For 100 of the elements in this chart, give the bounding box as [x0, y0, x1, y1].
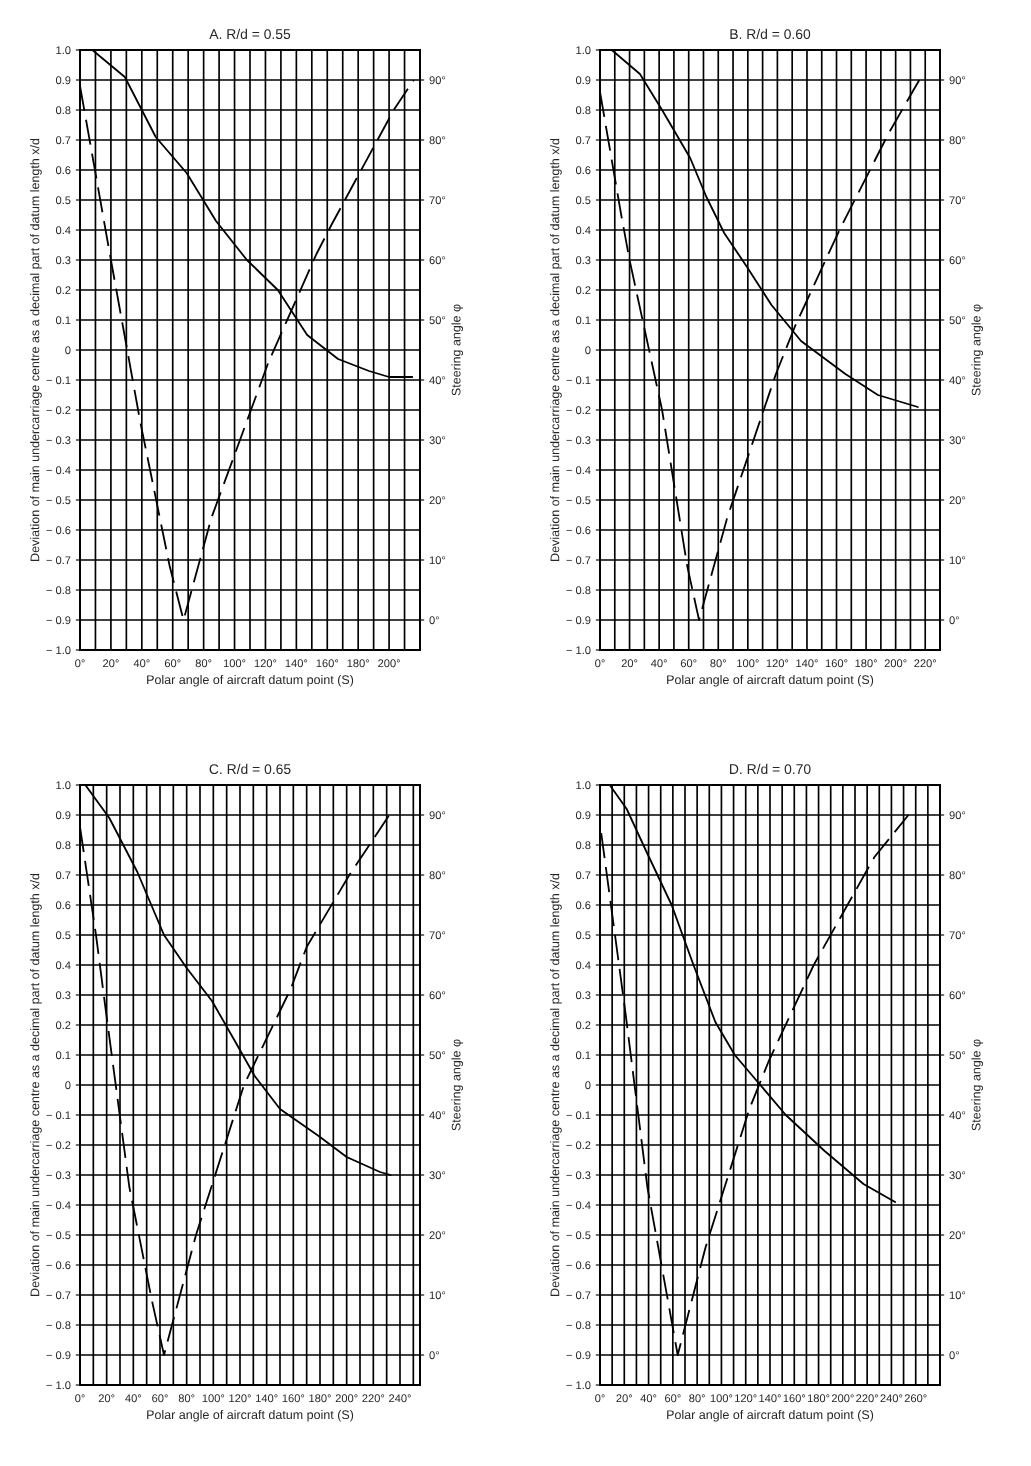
x-tick-label: 240°	[880, 1394, 903, 1403]
y-tick-label: − 0.1	[46, 1111, 71, 1120]
x-tick-label: 120°	[254, 659, 277, 668]
y2-axis-title: Steering angle φ	[451, 304, 464, 396]
y-tick-label: − 0.7	[46, 556, 71, 565]
y2-tick-label: 20°	[949, 496, 966, 505]
y2-tick-label: 20°	[429, 496, 446, 505]
y-tick-label: 0.9	[55, 811, 71, 820]
y2-axis-title: Steering angle φ	[971, 1039, 984, 1131]
y2-axis-title: Steering angle φ	[971, 304, 984, 396]
y2-tick-label: 0°	[949, 616, 959, 625]
y-tick-label: − 0.9	[46, 616, 71, 625]
x-tick-label: 180°	[855, 659, 877, 668]
y-tick-label: 0.9	[575, 811, 591, 820]
chart-title: A. R/d = 0.55	[209, 28, 291, 40]
y-tick-label: 0.7	[55, 871, 71, 880]
x-tick-label: 60°	[164, 659, 181, 668]
x-tick-label: 0°	[75, 1394, 85, 1403]
x-tick-label: 260°	[904, 1394, 927, 1403]
y-tick-label: 0.3	[55, 256, 71, 265]
y-tick-label: − 0.8	[566, 586, 591, 595]
y2-tick-label: 60°	[949, 256, 966, 265]
y2-tick-label: 90°	[949, 811, 966, 820]
y2-tick-label: 0°	[429, 616, 439, 625]
y-tick-label: − 0.7	[46, 1291, 71, 1300]
y2-tick-label: 10°	[429, 1291, 446, 1300]
y-tick-label: 0.5	[575, 196, 591, 205]
y-tick-label: 1.0	[56, 46, 71, 55]
x-tick-label: 140°	[256, 1394, 278, 1403]
y-tick-label: 0.2	[575, 286, 591, 295]
y-tick-label: − 0.6	[46, 526, 71, 535]
y2-tick-label: 0°	[429, 1351, 439, 1360]
y-tick-label: − 0.3	[46, 1171, 71, 1180]
y2-tick-label: 90°	[949, 76, 966, 85]
chart-title: B. R/d = 0.60	[730, 28, 811, 40]
y-tick-label: − 0.8	[566, 1321, 591, 1330]
x-tick-label: 40°	[640, 1394, 657, 1403]
x-axis-title: Polar angle of aircraft datum point (S)	[667, 1409, 874, 1422]
y-tick-label: − 0.4	[46, 466, 71, 475]
y2-tick-label: 10°	[429, 556, 446, 565]
y2-tick-label: 50°	[429, 1051, 446, 1060]
x-tick-label: 180°	[807, 1394, 830, 1403]
y-axis-title: Deviation of main undercarriage centre as a decimal part of datum length x/d	[30, 138, 42, 561]
y-tick-label: − 0.3	[46, 436, 71, 445]
y2-tick-label: 40°	[949, 1111, 966, 1120]
y-tick-label: 0.8	[55, 106, 71, 115]
y-tick-label: 0.5	[55, 196, 71, 205]
y-tick-label: 0.7	[575, 136, 591, 145]
y-tick-label: 0.9	[55, 76, 71, 85]
y-tick-label: − 0.2	[46, 1141, 71, 1150]
y-tick-label: 1.0	[576, 46, 591, 55]
y-tick-label: 0.1	[55, 316, 71, 325]
x-tick-label: 0°	[595, 659, 605, 668]
y-tick-label: 0.4	[575, 961, 591, 970]
y-tick-label: 0.1	[55, 1051, 71, 1060]
y-tick-label: − 0.2	[566, 406, 591, 415]
y-tick-label: 0.6	[575, 166, 591, 175]
y2-tick-label: 60°	[949, 991, 966, 1000]
y-tick-label: 0.8	[575, 841, 591, 850]
x-axis-title: Polar angle of aircraft datum point (S)	[667, 674, 874, 687]
x-tick-label: 160°	[825, 659, 848, 668]
y-tick-label: 0.3	[575, 991, 591, 1000]
y2-tick-label: 90°	[429, 811, 446, 820]
y-axis-title: Deviation of main undercarriage centre as a decimal part of datum length x/d	[550, 873, 562, 1296]
y-tick-label: 0.7	[575, 871, 591, 880]
y-tick-label: 0	[585, 1081, 591, 1090]
x-tick-label: 100°	[737, 659, 759, 668]
y-tick-label: 0.6	[55, 901, 71, 910]
y-tick-label: − 0.5	[46, 1231, 71, 1240]
y-tick-label: − 0.3	[566, 436, 591, 445]
x-tick-label: 0°	[75, 659, 85, 668]
y-tick-label: 0	[65, 1081, 71, 1090]
x-tick-label: 80°	[689, 1394, 705, 1403]
y-tick-label: 0.1	[575, 316, 591, 325]
y-tick-label: 0.4	[55, 961, 71, 970]
x-tick-label: 60°	[665, 1394, 681, 1403]
y-tick-label: 0.2	[55, 1021, 71, 1030]
x-tick-label: 100°	[710, 1394, 733, 1403]
y-tick-label: − 1.0	[566, 1381, 591, 1390]
y-tick-label: 0.6	[55, 166, 71, 175]
chart-title: C. R/d = 0.65	[209, 763, 291, 775]
x-tick-label: 60°	[152, 1394, 168, 1403]
y-tick-label: 0.9	[575, 76, 591, 85]
y-tick-label: 0.5	[55, 931, 71, 940]
y2-tick-label: 50°	[429, 316, 446, 325]
y-tick-label: 0.6	[575, 901, 591, 910]
y-tick-label: 0	[65, 346, 71, 355]
x-tick-label: 180°	[347, 659, 370, 668]
y-tick-label: − 0.1	[566, 1111, 591, 1120]
x-tick-label: 100°	[202, 1394, 225, 1403]
x-tick-label: 220°	[856, 1394, 878, 1403]
y-tick-label: − 1.0	[566, 646, 591, 655]
y-tick-label: − 0.9	[566, 1351, 591, 1360]
x-tick-label: 20°	[98, 1394, 115, 1403]
y-tick-label: − 0.5	[566, 496, 591, 505]
x-tick-label: 100°	[223, 659, 246, 668]
y-tick-label: − 0.6	[566, 526, 591, 535]
x-tick-label: 120°	[229, 1394, 251, 1403]
y-tick-label: − 0.1	[46, 376, 71, 385]
y2-tick-label: 90°	[429, 76, 446, 85]
